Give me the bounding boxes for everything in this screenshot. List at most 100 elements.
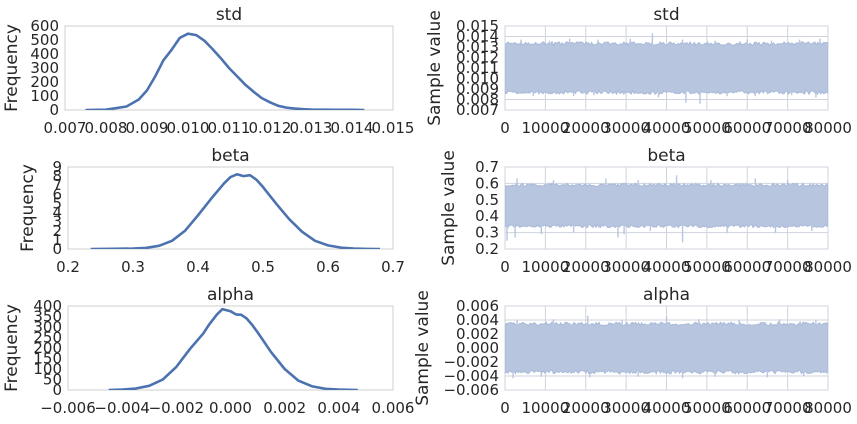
x-tick-label: 0.007	[44, 119, 87, 137]
y-tick-label: 4	[52, 204, 62, 222]
y-tick-label: 0.006	[456, 297, 499, 315]
x-tick-label: 0	[500, 399, 510, 417]
x-tick-label: 10000	[522, 258, 570, 276]
x-tick-label: 0.012	[249, 119, 292, 137]
trace-spikes-low	[532, 68, 817, 104]
panel-title: alpha	[207, 285, 254, 305]
trace-spikes-high	[516, 315, 817, 348]
std-trace-panel: 0 100002000030000400005000060000700008000…	[425, 5, 852, 137]
y-tick-label: 500	[30, 31, 59, 49]
y-tick-label: 0.014	[456, 28, 499, 46]
plot-area	[67, 166, 394, 250]
y-axis-label: Frequency	[2, 304, 22, 392]
y-tick-label: 400	[33, 297, 62, 315]
x-tick-label: 0.011	[208, 119, 251, 137]
y-tick-label: 100	[33, 360, 62, 378]
x-tick-label: 0.002	[263, 399, 306, 417]
y-tick-label: 8	[52, 167, 62, 185]
alpha-kde-panel: −0.006−0.004−0.002 0.000 0.002 0.004 0.006 05…	[2, 285, 414, 417]
x-tick-label: 10000	[522, 119, 570, 137]
x-tick-label: 30000	[602, 399, 650, 417]
x-tick-label: 0.000	[209, 399, 252, 417]
y-tick-label: 0.002	[456, 325, 499, 343]
y-axis-label: Frequency	[2, 24, 22, 112]
panel-title: std	[653, 5, 679, 25]
y-tick-label: 0.013	[456, 38, 499, 56]
y-tick-label: 1	[52, 231, 62, 249]
x-tick-label: 0.7	[381, 258, 405, 276]
x-tick-label: 0.2	[56, 258, 80, 276]
y-tick-label: 2	[52, 222, 62, 240]
y-tick-label: 400	[30, 45, 59, 63]
panel-title: alpha	[643, 285, 690, 305]
x-tick-label: 0.010	[167, 119, 210, 137]
trace-spikes-low	[512, 348, 805, 379]
y-tick-label: 0.6	[475, 174, 499, 192]
y-tick-label: 3	[52, 213, 62, 231]
y-tick-label: 150	[33, 350, 62, 368]
trace-band	[505, 40, 828, 96]
trace-spikes-high	[516, 175, 789, 206]
alpha-trace-panel: 0 100002000030000400005000060000700008000…	[413, 285, 852, 417]
kde-line	[90, 172, 381, 249]
y-tick-label: 5	[52, 194, 62, 212]
y-tick-label: 0.011	[456, 59, 499, 77]
y-tick-label: 0.4	[475, 207, 499, 225]
x-tick-label: 80000	[804, 399, 852, 417]
x-tick-label: 40000	[643, 399, 691, 417]
x-tick-label: 10000	[522, 399, 570, 417]
y-tick-label: −0.004	[443, 367, 499, 385]
x-tick-label: 80000	[804, 258, 852, 276]
y-tick-label: 0.7	[475, 158, 499, 176]
y-tick-label: 6	[52, 185, 62, 203]
x-tick-label: 0.013	[290, 119, 333, 137]
kde-line	[85, 32, 365, 110]
x-tick-label: 40000	[643, 119, 691, 137]
x-tick-label: 0.5	[251, 258, 275, 276]
y-tick-label: 50	[43, 371, 62, 389]
x-tick-label: −0.006	[40, 399, 96, 417]
x-tick-label: 0.6	[316, 258, 340, 276]
y-tick-label: 300	[30, 59, 59, 77]
x-tick-label: −0.004	[94, 399, 150, 417]
x-tick-label: 50000	[683, 119, 731, 137]
y-axis-label: Sample value	[413, 290, 433, 406]
y-tick-label: 0.5	[475, 191, 499, 209]
y-tick-label: 0.015	[456, 17, 499, 35]
x-tick-label: 0.3	[121, 258, 145, 276]
x-tick-label: 20000	[562, 399, 610, 417]
x-tick-label: 0.009	[126, 119, 169, 137]
x-tick-label: 0.008	[85, 119, 128, 137]
trace-band	[505, 182, 828, 229]
y-tick-label: 0	[52, 240, 62, 258]
x-tick-label: 60000	[723, 399, 771, 417]
x-tick-label: 0.015	[372, 119, 415, 137]
x-tick-label: 20000	[562, 119, 610, 137]
x-tick-label: −0.002	[149, 399, 205, 417]
plot-area	[67, 305, 394, 391]
y-tick-label: 0	[52, 381, 62, 399]
x-tick-label: 0	[500, 258, 510, 276]
y-tick-label: 0.2	[475, 240, 499, 258]
x-tick-label: 0.006	[372, 399, 415, 417]
y-tick-label: −0.006	[443, 381, 499, 399]
y-tick-label: 7	[52, 176, 62, 194]
y-tick-label: 0.007	[456, 101, 499, 119]
y-tick-label: −0.002	[443, 353, 499, 371]
y-tick-label: 0.3	[475, 224, 499, 242]
x-tick-label: 0.4	[186, 258, 210, 276]
x-tick-label: 60000	[723, 119, 771, 137]
x-tick-label: 50000	[683, 258, 731, 276]
y-tick-label: 100	[30, 87, 59, 105]
x-tick-label: 70000	[764, 399, 812, 417]
y-tick-label: 250	[33, 329, 62, 347]
beta-trace-panel: 0 100002000030000400005000060000700008000…	[439, 146, 852, 276]
y-tick-label: 0	[49, 101, 59, 119]
x-tick-label: 60000	[723, 258, 771, 276]
x-tick-label: 30000	[602, 119, 650, 137]
y-tick-label: 0.004	[456, 311, 499, 329]
x-tick-label: 40000	[643, 258, 691, 276]
y-tick-label: 0.000	[456, 339, 499, 357]
